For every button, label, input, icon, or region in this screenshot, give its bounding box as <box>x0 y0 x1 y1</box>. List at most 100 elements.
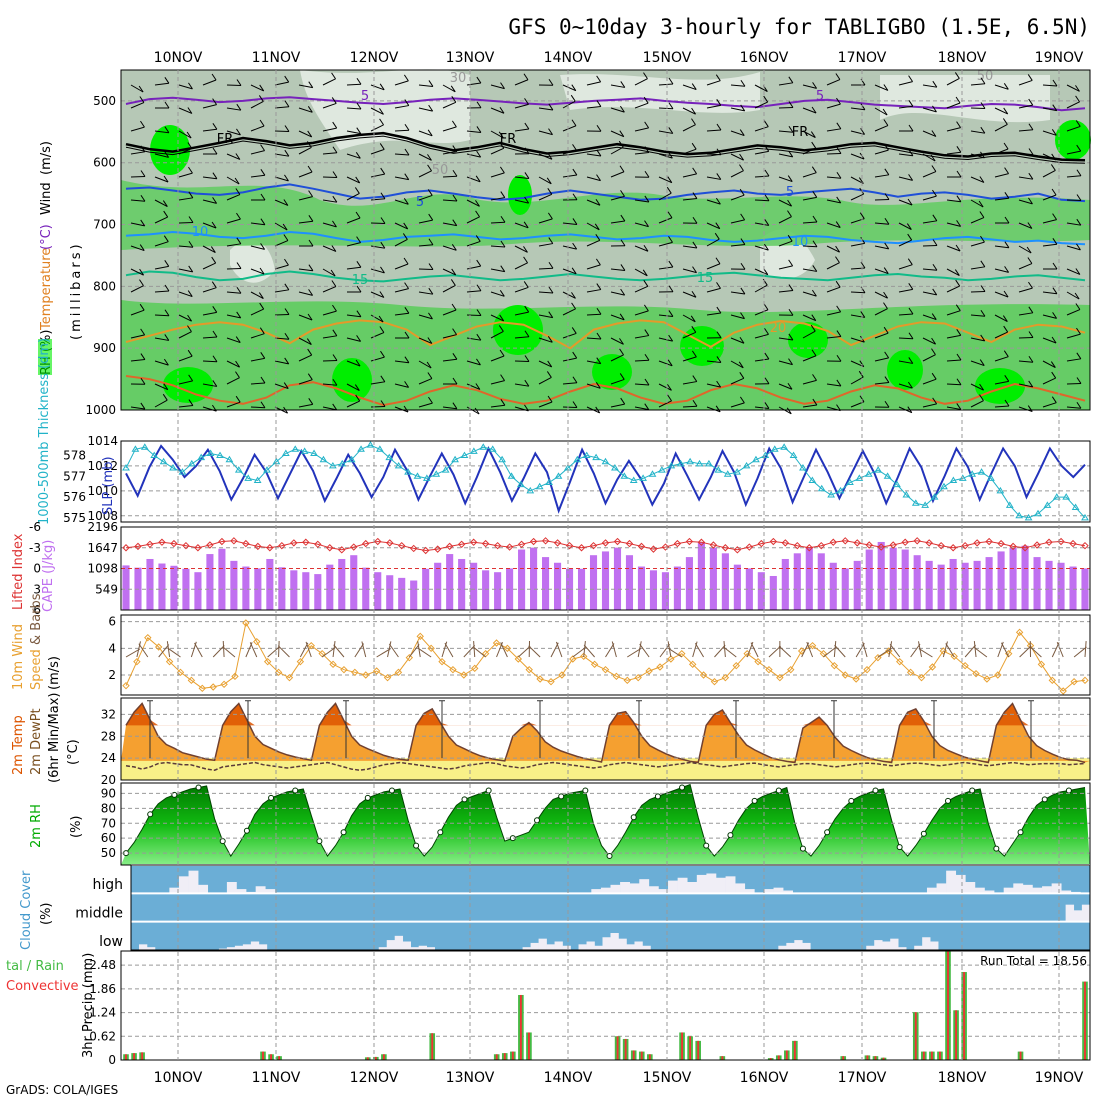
temp-tick-32: 32 <box>101 707 116 721</box>
cloud-low-bar <box>922 937 931 950</box>
wind-speed-point <box>438 657 446 666</box>
cape-tick-1647: 1647 <box>87 541 118 555</box>
thickness-point <box>206 449 215 456</box>
wind-speed-point <box>253 637 261 646</box>
thickness-point <box>554 472 563 479</box>
li-point <box>398 541 406 550</box>
thickness-point <box>611 464 619 471</box>
bottom-date-label-11NOV: 11NOV <box>252 1070 301 1086</box>
cape-bar <box>494 572 502 610</box>
cloud-low-bar <box>866 945 875 950</box>
cape-bar <box>362 567 370 610</box>
rh-saturated-spot <box>887 350 923 390</box>
thickness-point <box>799 464 807 471</box>
cape-lifted-index-panel: 549 1098 1647 2196 -6 -3 0 3 6 Lifted Index CAPE (… <box>11 520 1091 617</box>
li-point <box>733 546 742 554</box>
thickness-point <box>545 478 553 486</box>
li-tick--6: -6 <box>29 520 41 534</box>
isotherm-20 <box>125 319 1086 350</box>
thickness-point <box>526 486 535 494</box>
thickness-point <box>328 461 337 469</box>
top-date-label-17NOV: 17NOV <box>838 50 887 66</box>
cloud-high-bar <box>1042 886 1052 894</box>
cape-bar <box>793 553 801 610</box>
wind-speed-point <box>972 669 980 678</box>
li-point <box>182 541 190 550</box>
rh2m-point <box>848 797 855 804</box>
temp-tick-20: 20 <box>101 773 116 787</box>
precip-convective-bar <box>624 1038 627 1060</box>
wind-speed-point <box>514 655 523 663</box>
li-point <box>697 538 706 546</box>
rh-saturated-spot <box>788 322 828 358</box>
cloud-high-bar <box>735 883 746 894</box>
cloud-low-bar <box>930 941 939 950</box>
thickness-point <box>1071 503 1080 510</box>
wind-speed-point <box>754 657 762 666</box>
bottom-date-label-13NOV: 13NOV <box>446 1070 495 1086</box>
wind10m-barbs <box>125 640 1087 658</box>
li-point <box>1021 544 1029 552</box>
thickness-point <box>140 443 149 450</box>
isotherm-15 <box>125 270 1086 283</box>
li-tick--3: -3 <box>29 541 41 555</box>
wind-speed-point <box>296 657 305 666</box>
rh-saturated-spot <box>592 354 632 390</box>
cloud-high-bar <box>236 889 247 894</box>
slp-tick-1014: 1014 <box>87 434 118 448</box>
cloud-low-bar <box>418 945 427 950</box>
cape-bar <box>158 563 166 610</box>
wind-label: Wind <box>39 182 54 215</box>
pressure-tick-1000: 1000 <box>85 403 116 417</box>
thickness-point <box>1043 501 1052 508</box>
li-point <box>290 539 298 547</box>
cape-bar <box>206 554 214 610</box>
rh2m-point <box>268 794 275 801</box>
thickness-point <box>601 457 610 465</box>
precip-convective-bar <box>262 1051 264 1060</box>
li-point <box>997 539 1005 548</box>
thickness-point <box>874 466 883 473</box>
top-date-label-13NOV: 13NOV <box>446 50 495 66</box>
thickness-point <box>169 464 177 471</box>
contour-label-50: 50 <box>977 69 994 84</box>
li-point <box>362 539 370 548</box>
cloud-high-bar <box>783 890 794 894</box>
cloud-low-bar <box>578 944 587 950</box>
dewpt-fill <box>121 758 1090 780</box>
rh2m-point <box>945 797 951 804</box>
li-point <box>1069 539 1077 548</box>
precip-convective-bar <box>681 1032 683 1060</box>
wind-speed-point <box>372 667 381 675</box>
li-point <box>158 538 166 546</box>
temperature-label: Temperature <box>39 248 54 331</box>
li-point <box>961 541 969 550</box>
wind-speed-point <box>209 683 217 691</box>
contour-label-15: 15 <box>697 271 714 286</box>
top-date-label-19NOV: 19NOV <box>1035 50 1084 66</box>
li-point <box>721 544 730 552</box>
precip-convective-bar <box>793 1040 796 1060</box>
cape-bar <box>194 572 202 610</box>
wind-axis-label-2: Speed <box>29 649 44 690</box>
li-point <box>793 541 802 550</box>
cloud-label-low: low <box>99 934 123 950</box>
temp-axis-label-1: 2m Temp <box>11 715 26 775</box>
li-point <box>877 543 885 551</box>
thickness-point <box>987 474 995 481</box>
precip-convective-bar <box>648 1054 651 1060</box>
li-point <box>589 541 598 550</box>
li-point <box>338 546 346 554</box>
cloud-high-bar <box>591 889 602 894</box>
wind-speed-point <box>1015 628 1024 637</box>
rh2m-point <box>558 793 565 800</box>
cloud-middle-bar <box>1081 904 1091 922</box>
thickness-point <box>159 457 168 465</box>
cape-bar <box>937 564 945 610</box>
thickness-point <box>629 476 638 483</box>
wind-speed-point <box>187 676 196 685</box>
li-point <box>565 541 574 550</box>
cloud-high-bar <box>620 882 630 894</box>
precip-convective-bar <box>914 1012 917 1060</box>
li-point <box>745 543 754 551</box>
